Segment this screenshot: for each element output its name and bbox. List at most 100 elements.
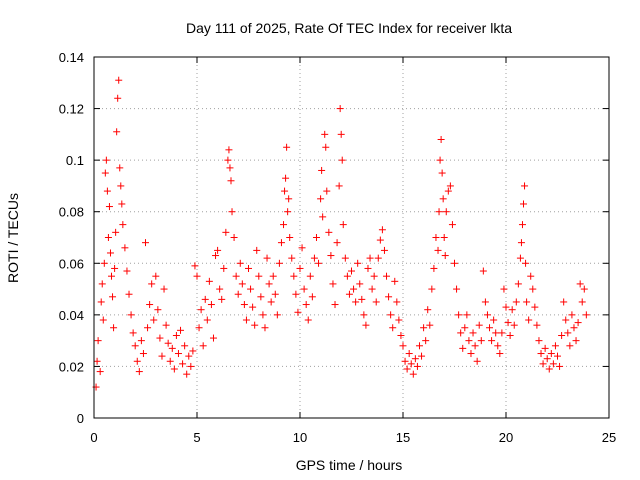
data-point bbox=[424, 306, 432, 314]
data-points bbox=[92, 76, 590, 391]
data-point bbox=[290, 272, 298, 280]
data-point bbox=[325, 228, 333, 236]
data-point bbox=[108, 272, 116, 280]
data-point bbox=[496, 350, 504, 358]
data-point bbox=[508, 306, 516, 314]
data-point bbox=[517, 239, 525, 247]
data-point bbox=[490, 316, 498, 324]
data-point bbox=[413, 362, 421, 370]
data-point bbox=[383, 272, 391, 280]
data-point bbox=[471, 342, 479, 350]
data-point bbox=[399, 342, 407, 350]
data-point bbox=[96, 368, 104, 376]
data-point bbox=[116, 164, 124, 172]
data-point bbox=[164, 339, 172, 347]
data-point bbox=[144, 324, 152, 332]
data-point bbox=[345, 290, 353, 298]
data-point bbox=[275, 259, 283, 267]
data-point bbox=[523, 298, 531, 306]
data-point bbox=[520, 200, 528, 208]
data-point bbox=[541, 344, 549, 352]
data-point bbox=[323, 187, 331, 195]
data-point bbox=[156, 334, 164, 342]
data-point bbox=[111, 264, 119, 272]
data-point bbox=[475, 321, 483, 329]
data-point bbox=[195, 324, 203, 332]
data-point bbox=[226, 164, 234, 172]
data-point bbox=[93, 357, 101, 365]
data-point bbox=[286, 234, 294, 241]
data-point bbox=[440, 234, 448, 241]
data-point bbox=[502, 303, 510, 311]
data-point bbox=[189, 347, 197, 355]
y-tick-label: 0.12 bbox=[59, 102, 84, 117]
data-point bbox=[257, 293, 265, 301]
data-point bbox=[125, 290, 133, 298]
data-point bbox=[199, 342, 207, 350]
data-point bbox=[385, 293, 393, 301]
data-point bbox=[227, 177, 235, 185]
y-tick-label: 0.1 bbox=[66, 153, 84, 168]
data-point bbox=[407, 360, 415, 368]
data-point bbox=[572, 337, 580, 345]
data-point bbox=[338, 156, 346, 164]
data-point bbox=[277, 239, 285, 247]
data-point bbox=[465, 337, 473, 345]
data-point bbox=[162, 321, 170, 329]
data-point bbox=[535, 337, 543, 345]
data-point bbox=[205, 277, 213, 285]
chart-title: Day 111 of 2025, Rate Of TEC Index for r… bbox=[186, 20, 512, 36]
data-point bbox=[100, 259, 108, 267]
data-point bbox=[545, 365, 553, 373]
data-point bbox=[488, 337, 496, 345]
data-point bbox=[448, 221, 456, 229]
data-point bbox=[366, 254, 374, 262]
data-point bbox=[177, 326, 185, 334]
data-point bbox=[418, 352, 426, 360]
data-point bbox=[372, 298, 380, 306]
data-point bbox=[187, 362, 195, 370]
data-point bbox=[403, 365, 411, 373]
data-point bbox=[492, 329, 500, 337]
data-point bbox=[348, 267, 355, 275]
data-point bbox=[315, 259, 323, 267]
y-tick-label: 0.04 bbox=[59, 308, 84, 323]
data-point bbox=[387, 311, 395, 319]
data-point bbox=[434, 246, 442, 254]
x-tick-label: 5 bbox=[193, 430, 200, 445]
data-point bbox=[336, 105, 344, 113]
data-point bbox=[393, 298, 401, 306]
data-point bbox=[166, 357, 174, 365]
data-point bbox=[469, 329, 477, 337]
data-point bbox=[105, 203, 113, 211]
data-point bbox=[234, 290, 242, 298]
data-point bbox=[168, 344, 176, 352]
data-point bbox=[486, 324, 494, 332]
data-point bbox=[494, 342, 502, 350]
data-point bbox=[112, 228, 120, 236]
data-point bbox=[522, 259, 530, 267]
data-point bbox=[568, 311, 576, 319]
data-point bbox=[360, 311, 368, 319]
data-point bbox=[578, 298, 586, 306]
data-point bbox=[329, 280, 337, 288]
data-point bbox=[222, 228, 230, 236]
x-tick-label: 25 bbox=[602, 430, 616, 445]
data-point bbox=[117, 182, 125, 190]
data-point bbox=[179, 360, 187, 368]
axis-ticks: 0 0.02 0.04 0.06 0.08 0.1 0.12 0.14 0 5 10 15 20 25 bbox=[59, 50, 617, 445]
data-point bbox=[358, 295, 366, 303]
data-point bbox=[310, 254, 318, 262]
data-point bbox=[409, 370, 417, 378]
data-point bbox=[504, 319, 512, 327]
data-point bbox=[556, 362, 564, 370]
data-point bbox=[506, 331, 514, 339]
data-point bbox=[99, 316, 107, 324]
data-point bbox=[98, 280, 106, 288]
data-point bbox=[341, 254, 349, 262]
data-point bbox=[285, 195, 293, 203]
data-point bbox=[319, 213, 327, 221]
data-point bbox=[564, 329, 572, 337]
data-point bbox=[181, 342, 189, 350]
